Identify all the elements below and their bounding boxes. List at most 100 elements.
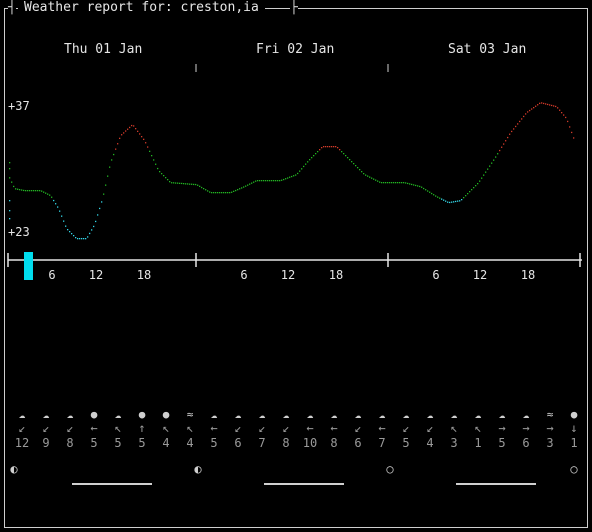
day-label-3: Sat 03 Jan [448,42,527,57]
temperature-dot-13 [35,190,37,192]
temperature-dot-244 [497,153,499,155]
wind-direction-arrow: ← [306,421,314,435]
temperature-dot-57 [123,132,125,134]
temperature-dot-194 [397,182,399,184]
temperature-dot-103 [215,192,217,194]
temperature-dot-182 [373,178,375,180]
moon-phase-icon: ◐ [10,462,18,476]
temperature-dot-125 [259,180,261,182]
hour-label: 12 [88,268,104,282]
wind-speed: 12 [14,436,30,450]
wind-speed: 5 [498,436,506,450]
temperature-dot-114 [237,189,239,191]
temperature-dot-79 [167,179,169,181]
wind-speed: 5 [210,436,218,450]
cloud-icon: ☁ [258,408,266,421]
temperature-dot-63 [135,128,137,130]
temperature-dot-96 [201,186,203,189]
hour-label: 18 [136,268,152,282]
temperature-dot-246 [501,146,503,148]
cloud-icon: ☁ [42,408,50,421]
temperature-dot-214 [437,196,439,198]
temperature-dot-93 [195,183,197,186]
temperature-dot-212 [433,194,435,196]
wind-direction-arrow: → [498,421,506,435]
temperature-dot-53 [115,148,117,150]
temperature-edge-dot-2 [9,168,11,170]
report-title: Weather report for: creston,ia [18,0,265,16]
temperature-dot-185 [379,181,381,183]
wind-speed: 4 [426,436,434,450]
temperature-dot-167 [343,153,345,155]
wind-speed: 10 [302,436,318,450]
temperature-dot-190 [389,182,391,184]
temperature-dot-169 [347,157,349,159]
cloud-icon: ☁ [210,408,218,421]
temperature-dot-99 [207,190,209,192]
wind-speed: 5 [114,436,122,450]
temperature-dot-153 [315,153,317,155]
temperature-dot-30 [69,231,71,233]
wind-direction-arrow: ↖ [474,421,482,435]
wind-speed: 5 [138,436,146,450]
temperature-dot-229 [467,193,469,195]
fog-icon: ≈ [186,408,194,421]
temperature-dot-16 [41,190,43,192]
temperature-dot-10 [29,190,31,192]
temperature-dot-196 [401,182,403,184]
temperature-dot-94 [197,184,199,186]
temperature-dot-203 [415,184,417,187]
temperature-dot-45 [99,207,101,210]
wind-direction-arrow: ← [378,421,386,435]
temperature-dot-234 [477,183,479,185]
wind-direction-arrow: ↓ [570,421,578,435]
temperature-dot-151 [311,157,313,159]
wind-direction-arrow: ↑ [138,421,146,435]
temperature-dot-206 [421,186,423,188]
temperature-dot-141 [291,175,293,178]
temperature-dot-217 [443,199,445,201]
cloud-icon: ☁ [498,408,506,421]
temperature-dot-137 [283,178,285,181]
temperature-dot-85 [179,182,181,184]
wind-speed: 6 [234,436,242,450]
temperature-dot-66 [141,136,143,138]
temperature-dot-97 [203,188,205,190]
temperature-dot-81 [171,182,173,184]
temp-max-label: +37 [8,99,30,113]
wind-speed: 6 [522,436,530,450]
temperature-dot-34 [77,238,79,240]
temperature-dot-0 [9,177,11,179]
temperature-dot-55 [119,137,121,139]
temperature-dot-181 [371,177,373,179]
temperature-dot-136 [281,179,283,181]
temperature-dot-133 [275,180,277,182]
wind-speed: 7 [378,436,386,450]
hour-label: 18 [328,268,344,282]
temperature-dot-262 [533,107,535,109]
temperature-dot-8 [25,190,27,192]
cloud-icon: ☁ [330,408,338,421]
day-label-2: Fri 02 Jan [256,42,335,57]
temperature-dot-271 [551,104,553,107]
temperature-dot-90 [189,183,191,185]
wind-direction-arrow: ← [90,421,98,435]
temperature-dot-165 [339,149,341,151]
temperature-edge-dot-3 [9,200,11,202]
temperature-dot-88 [185,183,187,185]
temperature-dot-132 [273,180,275,182]
temperature-dot-23 [55,203,57,205]
temperature-dot-71 [151,155,153,157]
temperature-dot-274 [557,107,559,109]
temperature-dot-164 [337,147,339,149]
wind-speed: 6 [354,436,362,450]
temperature-dot-210 [429,191,431,193]
temperature-dot-200 [409,183,411,185]
wind-speed: 8 [330,436,338,450]
temperature-dot-222 [453,201,455,203]
wind-direction-arrow: ↖ [186,421,194,435]
temperature-dot-155 [319,149,321,151]
temperature-dot-148 [305,163,307,165]
temperature-dot-161 [331,146,333,148]
temperature-dot-52 [113,153,115,156]
